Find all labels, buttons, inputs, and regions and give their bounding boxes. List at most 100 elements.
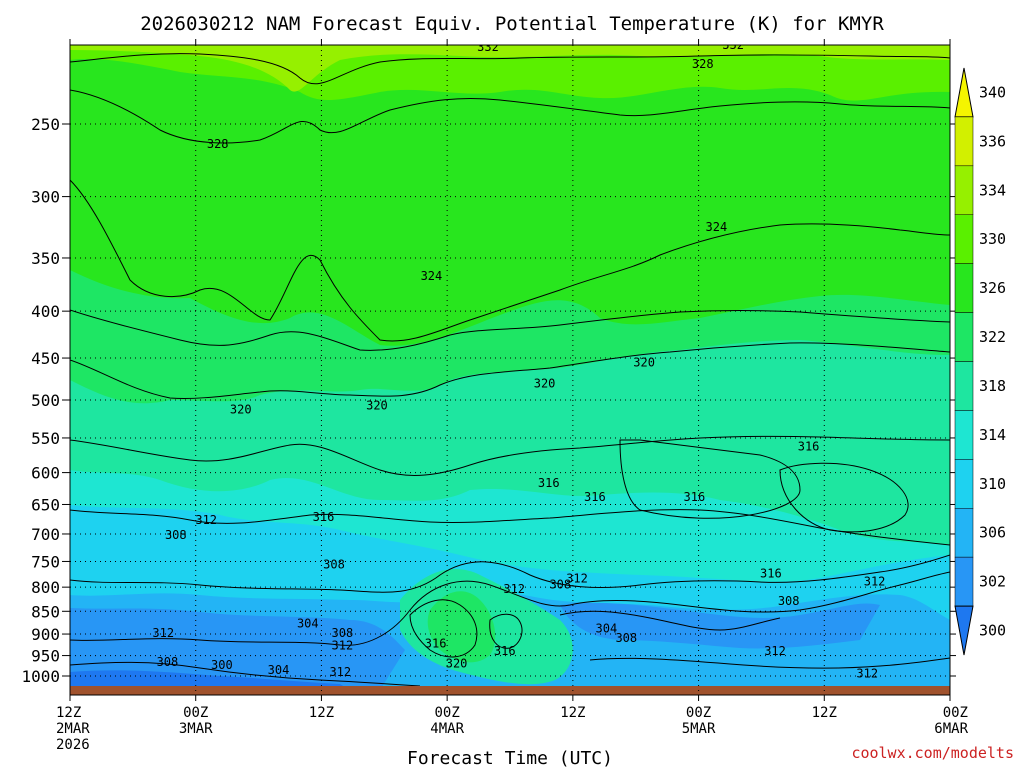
y-tick-label: 250 — [31, 115, 60, 134]
y-tick-label: 950 — [31, 647, 60, 666]
colorbar-segment — [954, 508, 974, 558]
band-lower-green-core — [427, 591, 496, 663]
credit-text: coolwx.com/modelts — [851, 744, 1014, 762]
contour-line — [70, 53, 950, 85]
contour-label: 312 — [856, 667, 878, 681]
contour-label: 316 — [538, 476, 560, 490]
contour-line — [70, 554, 950, 593]
contour-label: 300 — [211, 658, 233, 672]
contour-line — [70, 179, 950, 342]
contour-label: 328 — [692, 57, 714, 71]
contour-labels: 332 332 332 328 328 324 324 320 320 320 320 316 316 3… — [103, 38, 886, 681]
colorbar-segment — [954, 116, 974, 167]
contour-line — [70, 309, 950, 351]
contour-label: 312 — [152, 626, 174, 640]
y-tick-label: 400 — [31, 302, 60, 321]
contour-label: 316 — [313, 510, 335, 524]
colorbar-top-arrow — [954, 67, 974, 118]
x-tick-label: 12Z — [56, 705, 81, 721]
contour-label: 316 — [425, 637, 447, 651]
contour-label: 324 — [421, 269, 443, 283]
contour-label: 320 — [534, 377, 556, 391]
contour-label: 324 — [706, 220, 728, 234]
contour-label: 312 — [329, 665, 351, 679]
colorbar-label: 334 — [979, 181, 1006, 199]
colorbar-label: 330 — [979, 230, 1006, 248]
contour-label: 316 — [760, 566, 782, 580]
y-tick-label: 300 — [31, 188, 60, 207]
colorbar-label: 336 — [979, 132, 1006, 150]
contour-label: 320 — [366, 399, 388, 413]
contour-label: 308 — [549, 578, 571, 592]
colorbar-label: 310 — [979, 475, 1006, 493]
x-tick-label: 4MAR — [430, 721, 464, 737]
x-tick-label: 12Z — [309, 705, 334, 721]
contour-line — [489, 613, 523, 649]
y-tick-label: 350 — [31, 249, 60, 268]
time-gridlines — [195, 45, 825, 695]
contour-line — [619, 439, 801, 519]
contour-line — [70, 89, 950, 144]
contour-label: 312 — [864, 575, 886, 589]
colorbar-segment — [954, 410, 974, 460]
band-top-yellowgreen — [70, 45, 950, 92]
colorbar-label: 314 — [979, 426, 1006, 444]
y-tick-label: 550 — [31, 429, 60, 448]
pressure-gridlines — [70, 123, 950, 677]
y-tick-label: 900 — [31, 625, 60, 644]
contour-label: 316 — [584, 490, 606, 504]
colorbar-segment — [954, 312, 974, 362]
colorbar-bottom-arrow — [954, 605, 974, 656]
contour-label: 312 — [566, 572, 588, 586]
contour-label: 308 — [778, 594, 800, 608]
theta-e-bands — [70, 45, 950, 695]
contour-label: 320 — [446, 656, 468, 670]
y-tick-label: 500 — [31, 391, 60, 410]
colorbar-segment — [954, 214, 974, 264]
contour-lines — [70, 53, 950, 687]
colorbar-label: 322 — [979, 328, 1006, 346]
x-tick-label: 3MAR — [179, 721, 213, 737]
colorbar-segment — [954, 361, 974, 411]
contour-label: 320 — [230, 402, 252, 416]
colorbar: 300 302 306 310 314 318 322 326 330 334 336 340 — [954, 67, 1006, 656]
chart-title: 2026030212 NAM Forecast Equiv. Potential… — [140, 13, 884, 35]
contour-label: 312 — [764, 644, 786, 658]
contour-line — [70, 435, 950, 476]
colorbar-label: 300 — [979, 622, 1006, 640]
ground-terrain — [70, 686, 950, 695]
y-tick-label: 700 — [31, 525, 60, 544]
band-blue — [70, 602, 880, 690]
x-tick-label: 2MAR — [56, 721, 90, 737]
contour-label: 304 — [596, 621, 618, 635]
x-axis-label: Forecast Time (UTC) — [407, 748, 613, 768]
colorbar-segment — [954, 165, 974, 215]
contour-line — [70, 661, 421, 687]
colorbar-label: 318 — [979, 377, 1006, 395]
contour-label: 332 — [722, 38, 744, 52]
contour-label: 316 — [494, 644, 516, 658]
x-tick-label: 6MAR — [934, 721, 968, 737]
x-tick-label: 00Z — [434, 705, 459, 721]
band-deep-blue — [70, 670, 350, 690]
plot-frame — [69, 44, 951, 696]
colorbar-label: 302 — [979, 573, 1006, 591]
y-tick-label: 800 — [31, 578, 60, 597]
y-tick-label: 850 — [31, 602, 60, 621]
contour-label: 308 — [157, 655, 179, 669]
plot-area: 332 332 332 328 328 324 324 320 320 320 320 316 316 3… — [70, 38, 950, 695]
contour-label: 308 — [615, 631, 637, 645]
contour-label: 308 — [165, 528, 187, 542]
colorbar-label: 340 — [979, 83, 1006, 101]
contour-label: 312 — [195, 513, 217, 527]
contour-label: 304 — [297, 616, 319, 630]
y-axis: 250 300 350 400 450 500 550 600 650 700 750 800 850 9… — [21, 115, 956, 686]
colorbar-segment — [954, 263, 974, 313]
contour-label: 316 — [798, 440, 820, 454]
contour-label: 332 — [477, 40, 499, 54]
y-tick-label: 650 — [31, 495, 60, 514]
contour-line — [779, 462, 909, 533]
x-tick-label: 2026 — [56, 737, 90, 753]
